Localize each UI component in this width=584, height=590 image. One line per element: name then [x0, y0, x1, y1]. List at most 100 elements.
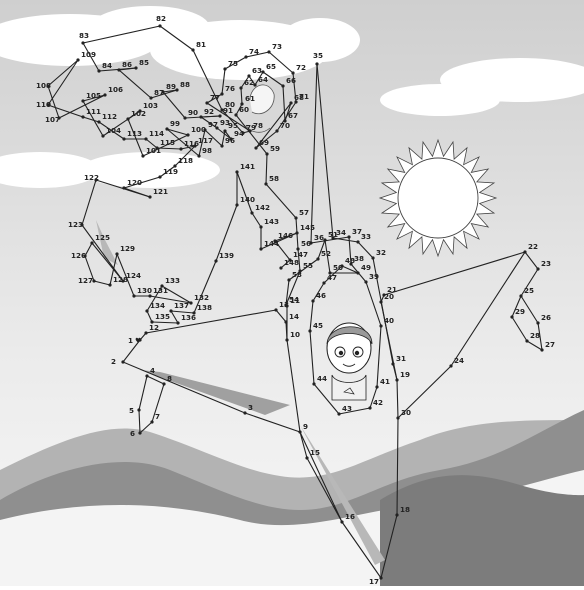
plane-line: [397, 365, 452, 419]
dot-number-52: 52: [321, 249, 331, 258]
kite-line: [251, 212, 262, 228]
plane-shading: [96, 220, 510, 565]
kite-line: [262, 71, 284, 87]
plane-line: [537, 322, 543, 351]
dot-115: [155, 146, 159, 150]
plane-line: [520, 295, 539, 324]
dot-number-74: 74: [249, 47, 259, 56]
kite-line: [98, 121, 125, 140]
dot-number-148: 148: [284, 258, 299, 267]
plane-line: [341, 521, 382, 579]
dot-5: [137, 408, 141, 412]
plane-line: [369, 386, 378, 409]
sun-icon: [378, 138, 498, 258]
kite-line: [47, 85, 60, 119]
dot-102: [126, 117, 130, 121]
kite-line: [145, 138, 158, 149]
plane-line: [139, 421, 153, 434]
dot-number-88: 88: [180, 80, 190, 89]
dot-number-99: 99: [170, 119, 180, 128]
plane-line: [338, 407, 371, 415]
dot-number-56: 56: [301, 239, 311, 248]
plane-line: [138, 409, 141, 434]
dot-number-14: 14: [289, 312, 299, 321]
dot-142: [250, 211, 254, 215]
dot-94: [229, 137, 233, 141]
dot-57: [294, 216, 298, 220]
dot-number-5: 5: [129, 406, 134, 415]
dot-49: [356, 271, 360, 275]
dot-number-125: 125: [95, 233, 110, 242]
dot-number-19: 19: [400, 370, 410, 379]
dot-64: [253, 83, 257, 87]
dot-number-9: 9: [303, 422, 308, 431]
dot-89: [161, 90, 165, 94]
dot-17: [379, 576, 383, 580]
dot-number-117: 117: [198, 136, 213, 145]
dot-number-34: 34: [336, 228, 346, 237]
dot-number-51: 51: [328, 230, 338, 239]
dot-number-75: 75: [228, 59, 238, 68]
kite-line: [82, 42, 100, 72]
kite-line: [162, 89, 178, 93]
kite-line: [221, 68, 226, 95]
dot-number-33: 33: [361, 232, 371, 241]
dot-number-6: 6: [130, 429, 135, 438]
dot-18: [395, 513, 399, 517]
dot-number-116: 116: [184, 139, 199, 148]
kite-line: [84, 255, 95, 282]
kite-line: [159, 25, 194, 51]
sun-core: [397, 157, 479, 239]
dot-48: [340, 264, 344, 268]
dot-number-103: 103: [143, 101, 158, 110]
girl-face: [326, 322, 373, 401]
kite-line: [274, 240, 291, 261]
dot-number-106: 106: [108, 85, 123, 94]
dot-number-113: 113: [127, 129, 142, 138]
dot-14: [284, 320, 288, 324]
dot-number-139: 139: [219, 251, 234, 260]
dot-58: [264, 182, 268, 186]
dot-76: [220, 92, 224, 96]
plane-line: [316, 63, 334, 239]
dot-number-107: 107: [45, 115, 60, 124]
dot-number-120: 120: [127, 178, 142, 187]
kite-line: [102, 110, 141, 137]
dot-103: [138, 109, 142, 113]
dot-number-3: 3: [248, 403, 253, 412]
dot-number-109: 109: [81, 50, 96, 59]
dot-number-32: 32: [376, 248, 386, 257]
kite-line: [81, 179, 97, 226]
dot-number-35: 35: [313, 51, 323, 60]
dot-number-13: 13: [279, 300, 289, 309]
dot-67: [283, 119, 287, 123]
dot-125: [90, 241, 94, 245]
dot-9: [298, 430, 302, 434]
kite-line: [170, 310, 179, 324]
dot-15: [305, 456, 309, 460]
dot-126: [83, 254, 87, 258]
kite-line: [109, 253, 118, 286]
kite-line: [215, 204, 238, 262]
dot-number-20: 20: [384, 292, 394, 301]
kite-line: [47, 59, 79, 106]
plane-line: [146, 375, 165, 385]
kite-line: [245, 51, 270, 58]
kite-line: [224, 130, 232, 140]
kite-line: [200, 116, 218, 129]
dot-number-65: 65: [266, 62, 276, 71]
plane-line: [511, 295, 522, 318]
dot-104: [101, 134, 105, 138]
dot-12: [144, 331, 148, 335]
dot-145: [295, 231, 299, 235]
dot-number-62: 62: [244, 78, 254, 87]
dot-number-119: 119: [163, 167, 178, 176]
dot-number-147: 147: [293, 250, 308, 259]
dot-20: [379, 300, 383, 304]
dot-118: [173, 164, 177, 168]
dot-66: [281, 84, 285, 88]
dot-30: [396, 416, 400, 420]
dot-number-27: 27: [545, 340, 555, 349]
kite-line: [282, 85, 286, 122]
dot-127: [92, 279, 96, 283]
